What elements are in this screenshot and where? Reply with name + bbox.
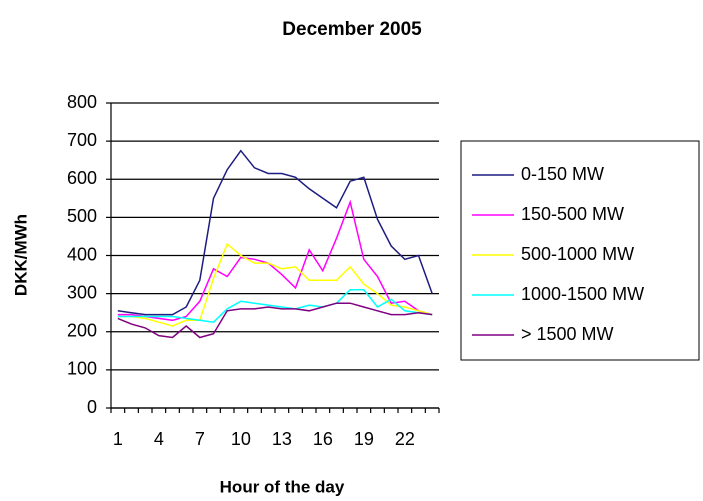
chart-title: December 2005 (282, 19, 422, 40)
y-tick-label: 800 (67, 92, 97, 112)
x-tick-label: 10 (231, 429, 251, 449)
y-tick-label: 700 (67, 130, 97, 150)
y-tick-label: 300 (67, 282, 97, 302)
series-line (117, 149, 433, 316)
y-tick-label: 200 (67, 321, 97, 341)
x-tick-label: 16 (313, 429, 333, 449)
y-tick-label: 600 (67, 168, 97, 188)
y-tick-label: 100 (67, 359, 97, 379)
y-tick-label: 400 (67, 244, 97, 264)
legend-label: > 1500 MW (521, 324, 614, 344)
x-tick-label: 19 (354, 429, 374, 449)
x-tick-label: 4 (154, 429, 164, 449)
x-tick-label: 22 (395, 429, 415, 449)
legend-label: 1000-1500 MW (521, 284, 644, 304)
series-line (117, 302, 433, 339)
legend-label: 500-1000 MW (521, 244, 634, 264)
x-tick-label: 1 (113, 429, 123, 449)
series-line (117, 199, 433, 322)
x-tick-label: 13 (272, 429, 292, 449)
legend-label: 150-500 MW (521, 204, 624, 224)
legend-box (460, 140, 700, 361)
y-tick-label: 500 (67, 206, 97, 226)
y-tick-label: 0 (87, 397, 97, 417)
series-line (117, 242, 433, 327)
x-axis-title: Hour of the day (220, 477, 345, 496)
y-axis-title: DKK/MWh (11, 214, 30, 296)
x-tick-label: 7 (195, 429, 205, 449)
series-line (117, 289, 433, 323)
legend-label: 0-150 MW (521, 164, 604, 184)
